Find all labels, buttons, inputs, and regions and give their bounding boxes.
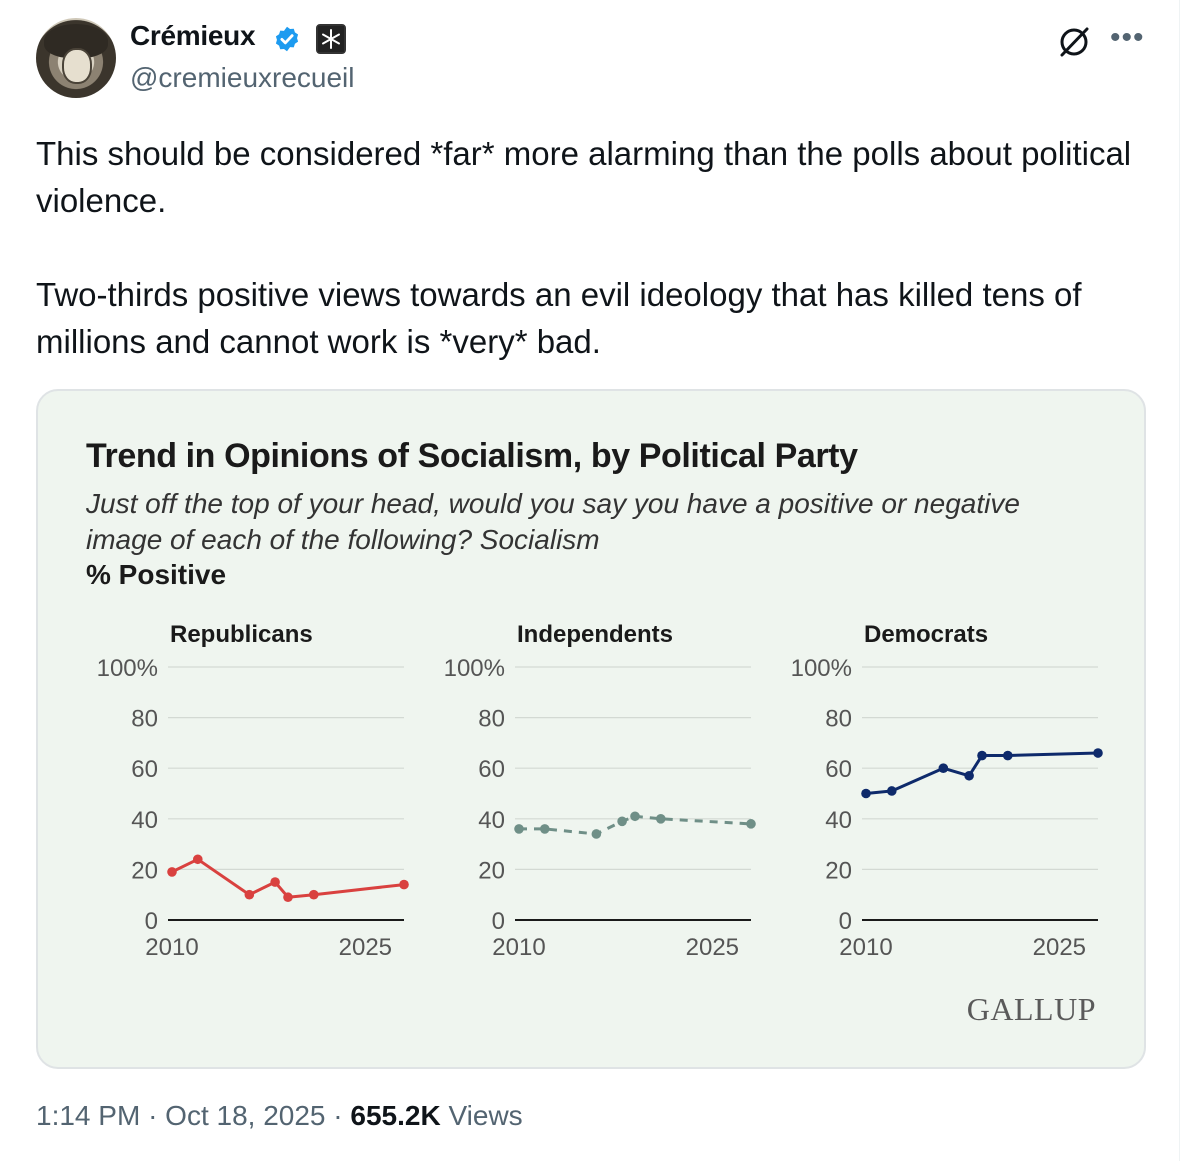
data-point [886, 786, 897, 796]
data-point [1093, 748, 1103, 758]
y-tick-label: 20 [131, 857, 158, 884]
y-tick-label: 20 [478, 857, 505, 884]
data-point [514, 824, 524, 834]
data-point [655, 814, 666, 824]
y-tick-label: 40 [131, 807, 158, 834]
author-name[interactable]: Crémieux [130, 20, 256, 51]
y-tick-label: 60 [478, 756, 505, 783]
tweet-paragraph: Two-thirds positive views towards an evi… [36, 276, 1082, 360]
chart-unit-label: % Positive [86, 559, 227, 590]
author-handle[interactable]: @cremieuxrecueil [130, 62, 355, 93]
y-tick-label: 100% [97, 655, 158, 682]
y-tick-label: 100% [791, 655, 852, 682]
data-point [630, 811, 640, 822]
tweet-date[interactable]: Oct 18, 2025 [165, 1100, 326, 1131]
y-tick-label: 0 [492, 908, 505, 935]
x-tick-label: 2010 [145, 934, 198, 961]
panel-title: Independents [517, 621, 673, 648]
y-tick-label: 20 [825, 857, 852, 884]
gallup-logo: GALLUP [966, 991, 1096, 1027]
series-line [171, 857, 405, 899]
affiliation-badge-icon[interactable] [316, 24, 346, 54]
tweet-time[interactable]: 1:14 PM [36, 1100, 141, 1131]
tweet-meta: 1:14 PM · Oct 18, 2025 · 655.2K Views [36, 1100, 523, 1132]
x-tick-label: 2025 [1033, 934, 1086, 961]
y-tick-label: 40 [825, 807, 852, 834]
data-point [1002, 750, 1013, 761]
data-point [283, 892, 293, 903]
data-point [746, 819, 756, 829]
avatar-face [62, 48, 92, 84]
data-point [617, 816, 627, 827]
data-point [244, 889, 255, 900]
y-tick-label: 60 [825, 756, 852, 783]
x-tick-label: 2010 [492, 934, 545, 961]
media-card[interactable]: Trend in Opinions of Socialism, by Polit… [36, 389, 1146, 1069]
y-tick-label: 0 [839, 908, 852, 935]
snowflake-icon [318, 26, 344, 52]
data-point [167, 867, 177, 877]
x-tick-label: 2025 [339, 934, 392, 961]
meta-separator: · [333, 1100, 343, 1131]
data-point [964, 770, 974, 781]
tweet-text: This should be considered *far* more ala… [36, 130, 1156, 365]
y-tick-label: 0 [145, 908, 158, 935]
data-point [977, 750, 987, 761]
chart-title: Trend in Opinions of Socialism, by Polit… [86, 437, 858, 475]
y-tick-label: 80 [825, 706, 852, 733]
verified-badge-icon[interactable] [273, 25, 301, 53]
views-label: Views [448, 1100, 523, 1131]
y-tick-label: 40 [478, 807, 505, 834]
data-point [861, 788, 871, 799]
panel-title: Republicans [170, 621, 313, 648]
data-point [270, 877, 280, 887]
author-avatar[interactable] [36, 18, 116, 98]
data-point [308, 889, 319, 900]
data-point [539, 824, 550, 834]
y-tick-label: 80 [478, 706, 505, 733]
data-point [938, 763, 949, 773]
y-tick-label: 100% [444, 655, 505, 682]
panel-title: Democrats [864, 621, 988, 648]
views-count: 655.2K [350, 1100, 441, 1131]
data-point [399, 879, 409, 890]
x-tick-label: 2025 [686, 934, 739, 961]
data-point [192, 854, 203, 865]
y-tick-label: 60 [131, 756, 158, 783]
meta-separator: · [148, 1100, 158, 1131]
y-tick-label: 80 [131, 706, 158, 733]
data-point [591, 829, 602, 839]
grok-icon[interactable] [1056, 24, 1092, 60]
more-icon[interactable]: ••• [1110, 21, 1145, 54]
chart-subtitle: Just off the top of your head, would you… [86, 488, 1020, 555]
x-tick-label: 2010 [839, 934, 892, 961]
tweet-paragraph: This should be considered *far* more ala… [36, 135, 1132, 219]
